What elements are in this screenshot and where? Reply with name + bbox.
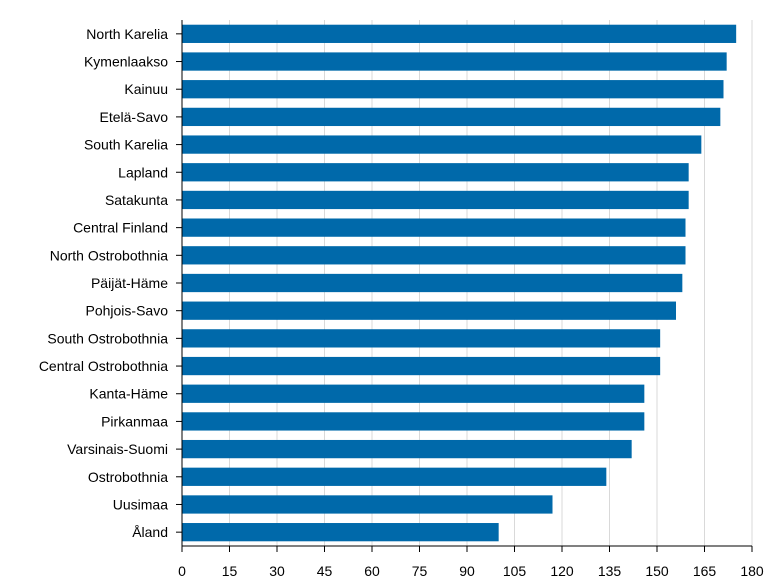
bar xyxy=(182,356,661,376)
x-tick-label: 135 xyxy=(598,563,622,579)
x-tick-label: 60 xyxy=(364,563,380,579)
x-tick-label: 30 xyxy=(269,563,285,579)
bar xyxy=(182,80,724,99)
category-label: North Karelia xyxy=(86,26,168,42)
bar xyxy=(182,163,689,182)
x-tick-label: 15 xyxy=(222,563,238,579)
bar xyxy=(182,467,607,486)
x-tick-labels: 0 15 30 45 60 75 90 105 120 135 150 165 180 xyxy=(178,563,764,579)
category-label: Lapland xyxy=(118,164,168,180)
bar xyxy=(182,24,737,43)
bar xyxy=(182,107,721,127)
category-label: Päijät-Häme xyxy=(91,275,168,291)
x-tick-label: 180 xyxy=(740,563,764,579)
category-label: Etelä-Savo xyxy=(100,109,169,125)
category-label: Kymenlaakso xyxy=(84,54,168,70)
bar xyxy=(182,329,661,348)
category-label: Pohjois-Savo xyxy=(86,303,169,319)
bar xyxy=(182,190,689,210)
category-label: Kanta-Häme xyxy=(89,386,168,402)
category-labels: North Karelia Kymenlaakso Kainuu Etelä-Savo… xyxy=(39,26,168,540)
x-tick-label: 75 xyxy=(412,563,428,579)
category-label: Uusimaa xyxy=(113,496,168,512)
category-label: Pirkanmaa xyxy=(101,413,168,429)
x-tick-label: 90 xyxy=(459,563,475,579)
bar xyxy=(182,246,686,265)
category-label: Central Finland xyxy=(73,220,168,236)
x-tick-label: 45 xyxy=(317,563,333,579)
bar xyxy=(182,412,645,431)
bar xyxy=(182,384,645,403)
category-label: North Ostrobothnia xyxy=(50,247,168,263)
bar xyxy=(182,218,686,237)
x-tick-label: 165 xyxy=(693,563,717,579)
bar xyxy=(182,301,676,320)
bar xyxy=(182,273,683,293)
category-label: Ostrobothnia xyxy=(88,469,168,485)
category-label: Kainuu xyxy=(124,81,168,97)
bar xyxy=(182,135,702,154)
category-label: Varsinais-Suomi xyxy=(67,441,168,457)
bar xyxy=(182,52,727,71)
x-tick-label: 0 xyxy=(178,563,186,579)
category-label: South Karelia xyxy=(84,137,168,153)
axes xyxy=(176,20,753,552)
bar xyxy=(182,495,553,514)
category-label: South Ostrobothnia xyxy=(47,330,168,346)
category-label: Satakunta xyxy=(105,192,168,208)
bars xyxy=(182,24,737,542)
category-label: Åland xyxy=(132,524,168,540)
x-tick-label: 150 xyxy=(645,563,669,579)
x-tick-label: 105 xyxy=(503,563,527,579)
bar xyxy=(182,523,499,542)
bar xyxy=(182,439,632,459)
x-tick-label: 120 xyxy=(550,563,574,579)
category-label: Central Ostrobothnia xyxy=(39,358,168,374)
